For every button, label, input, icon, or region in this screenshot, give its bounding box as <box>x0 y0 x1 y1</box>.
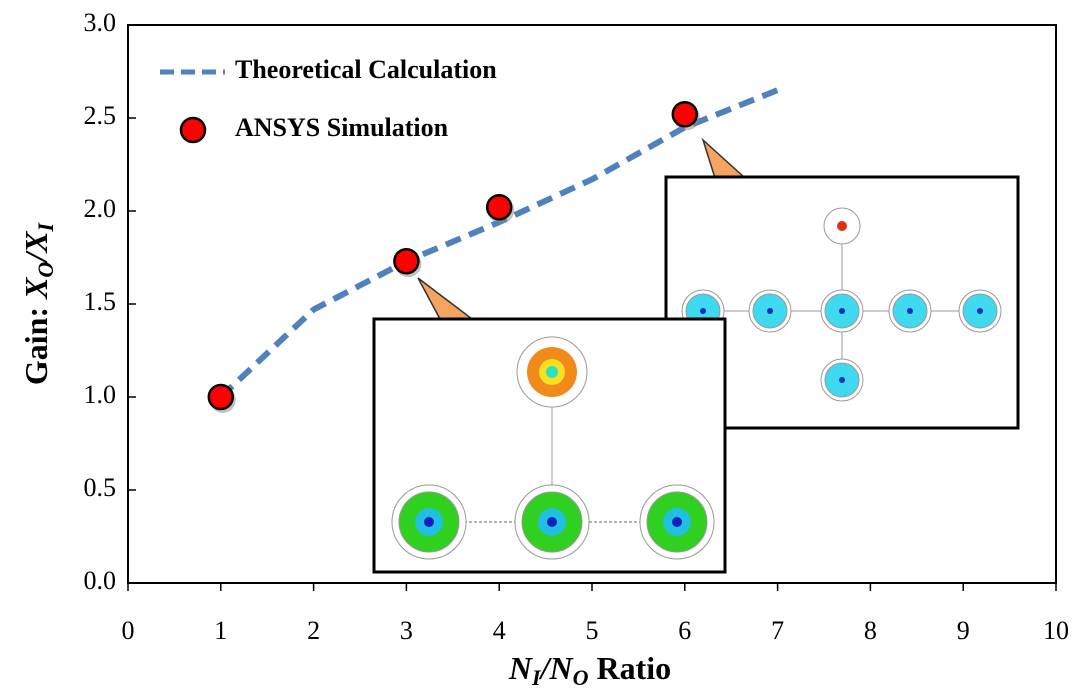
x-tick-label: 8 <box>864 616 877 645</box>
x-title-part: N <box>508 650 534 686</box>
point <box>207 383 235 411</box>
x-title-part: I <box>531 665 542 690</box>
y-title-part: I <box>33 221 58 232</box>
y-title-part: Gain: <box>18 299 54 385</box>
x-tick-label: 2 <box>307 616 320 645</box>
x-tick-label: 7 <box>771 616 784 645</box>
x-tick-label: 3 <box>400 616 413 645</box>
x-tick-label: 5 <box>586 616 599 645</box>
y-tick-label: 0.0 <box>84 566 117 595</box>
y-axis-title: Gain: XO/XI <box>18 221 58 385</box>
marker-layer <box>207 101 700 413</box>
legend-label: ANSYS Simulation <box>235 113 449 142</box>
y-tick-label: 2.0 <box>84 194 117 223</box>
x-title-part: /N <box>539 650 575 686</box>
x-tick-label: 9 <box>957 616 970 645</box>
y-tick-label: 3.0 <box>84 8 117 37</box>
y-tick-label: 2.5 <box>84 101 117 130</box>
y-tick-label: 1.0 <box>84 380 117 409</box>
x-tick-label: 1 <box>214 616 227 645</box>
legend-label: Theoretical Calculation <box>235 55 497 84</box>
point <box>485 194 513 221</box>
legend-swatch <box>179 116 207 144</box>
y-title-part: O <box>33 262 58 278</box>
point <box>393 247 420 275</box>
x-tick-label: 4 <box>493 616 506 645</box>
inset-simulation-left <box>372 277 727 574</box>
x-tick-label: 6 <box>678 616 691 645</box>
y-title-part: X <box>18 277 54 300</box>
x-title-part: Ratio <box>588 650 671 686</box>
x-title-part: O <box>573 665 589 690</box>
x-tick-label: 10 <box>1043 616 1069 645</box>
x-tick-label: 0 <box>122 616 135 645</box>
y-tick-label: 0.5 <box>84 473 117 502</box>
point <box>671 101 699 128</box>
x-axis-title: NI/NO Ratio <box>508 650 671 690</box>
y-title-part: /X <box>18 231 54 264</box>
y-tick-label: 1.5 <box>84 287 117 316</box>
